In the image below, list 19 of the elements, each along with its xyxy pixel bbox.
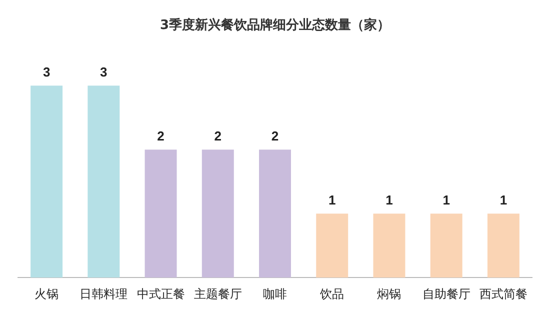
x-tick-label: 日韩料理 — [80, 286, 128, 301]
data-label: 1 — [328, 192, 336, 208]
x-tick-label: 饮品 — [319, 286, 344, 301]
x-tick-label: 西式简餐 — [479, 286, 528, 301]
x-tick-label: 焖锅 — [377, 286, 402, 301]
x-tick-label: 咖啡 — [263, 286, 287, 301]
data-label: 2 — [214, 128, 222, 144]
data-label: 2 — [157, 128, 164, 144]
chart-title: 3季度新兴餐饮品牌细分业态数量（家） — [160, 17, 390, 34]
x-tick-label: 主题餐厅 — [194, 286, 242, 301]
x-tick-label: 自助餐厅 — [422, 286, 470, 301]
data-label: 3 — [42, 64, 50, 80]
data-label: 1 — [442, 192, 450, 208]
x-tick-label: 火锅 — [34, 286, 59, 301]
x-tick-label: 中式正餐 — [136, 286, 185, 301]
data-label: 3 — [100, 64, 108, 80]
data-label: 1 — [500, 192, 508, 208]
data-label: 1 — [386, 192, 393, 208]
data-label: 2 — [271, 128, 279, 144]
